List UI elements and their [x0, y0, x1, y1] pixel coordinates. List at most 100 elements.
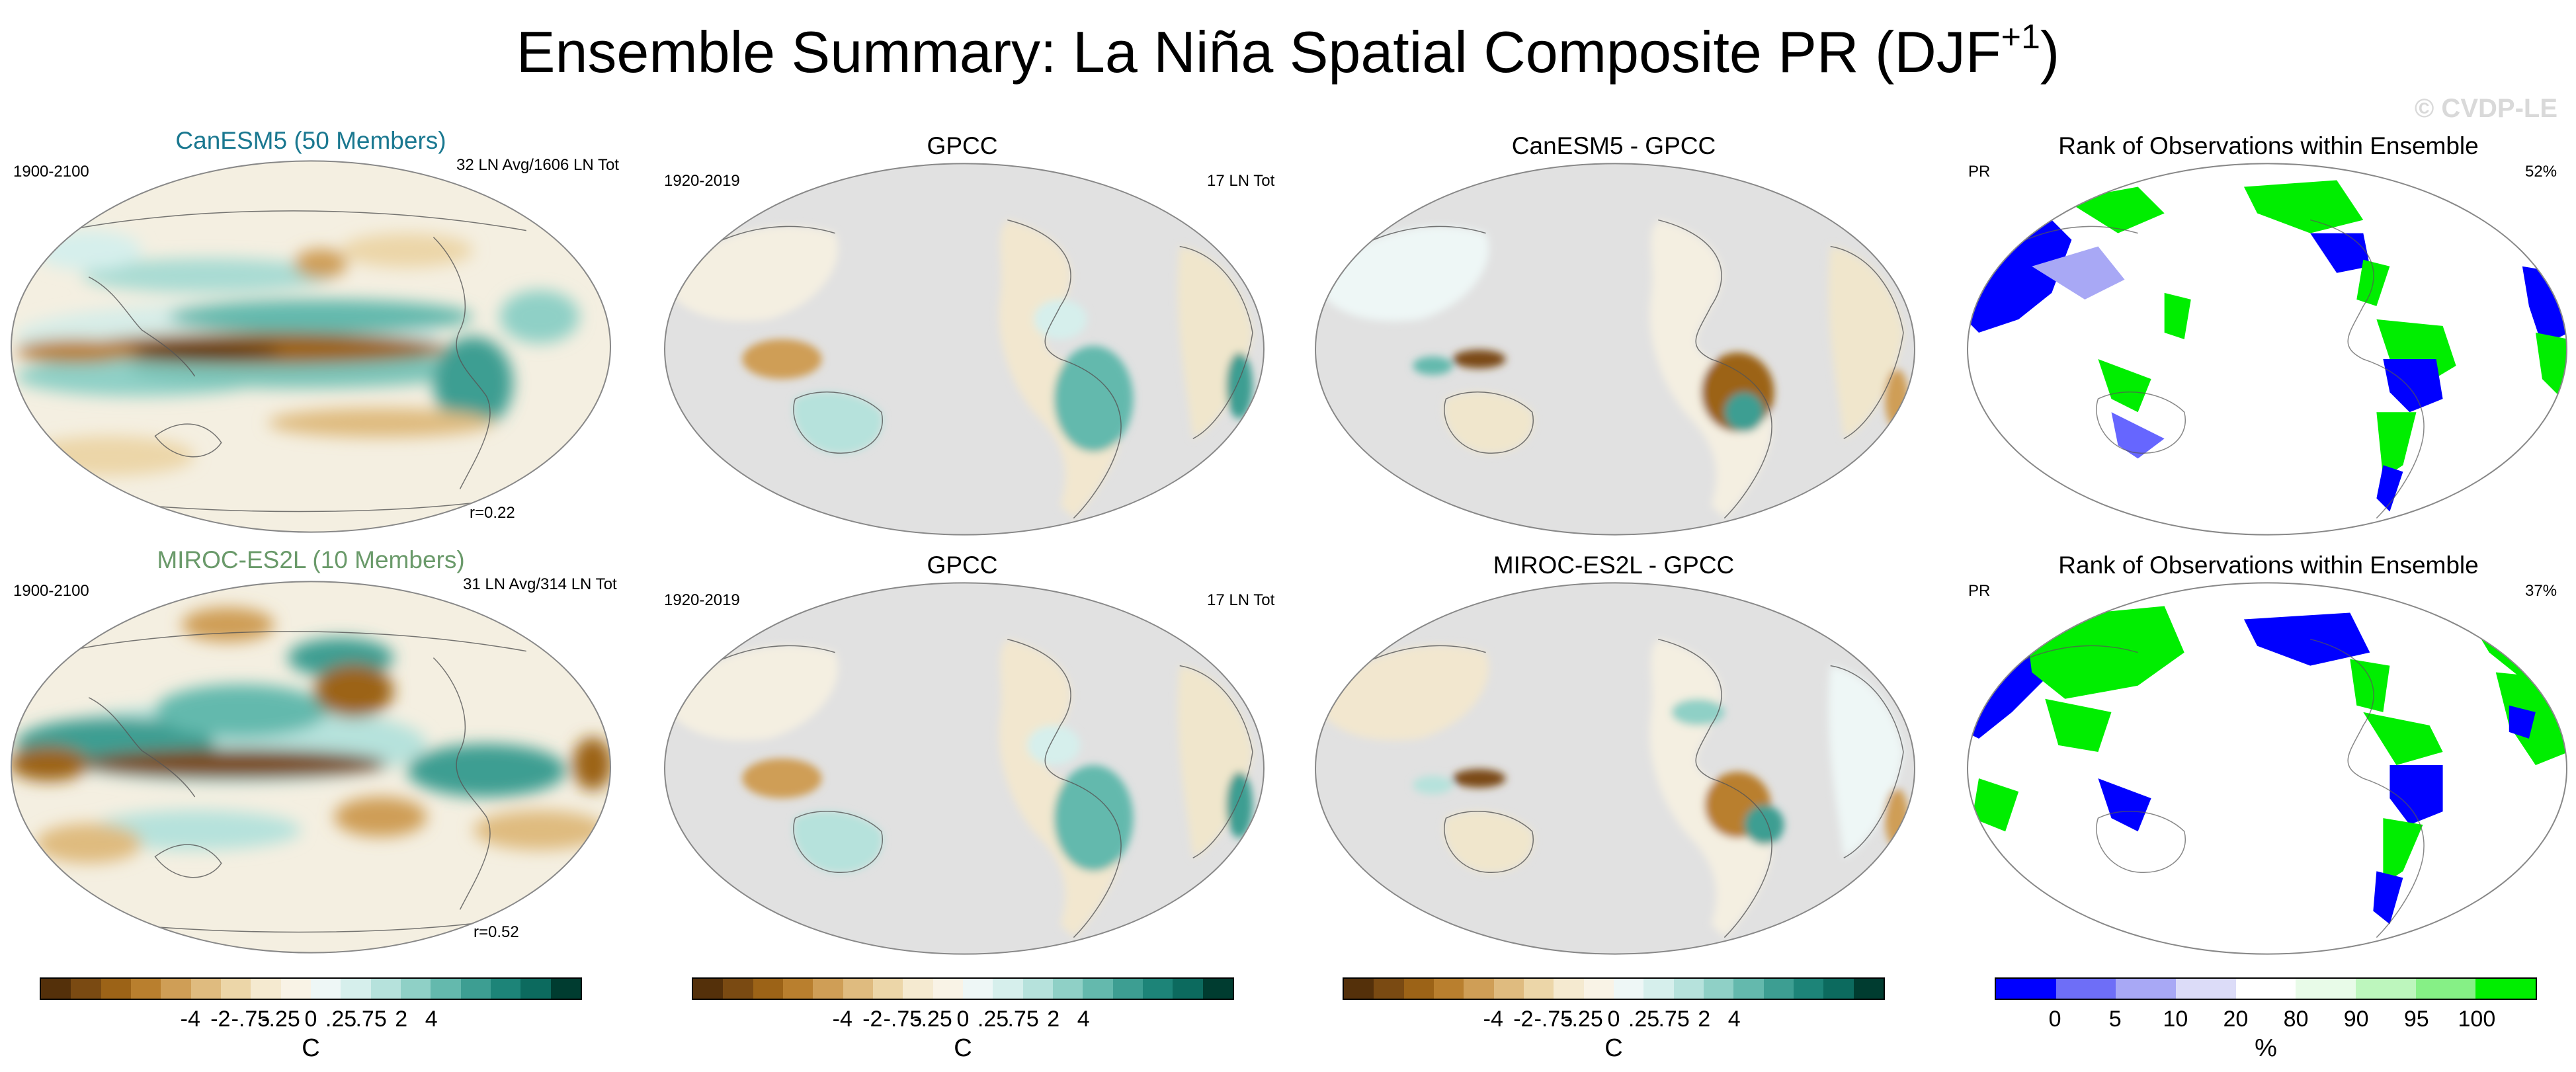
- colorbar-swatch: [1643, 979, 1674, 999]
- colorbar-swatch: [2356, 979, 2416, 999]
- model-correlation: r=0.22: [470, 504, 515, 522]
- colorbar-swatch: [1703, 979, 1734, 999]
- diff-panel-title: MIROC-ES2L - GPCC: [1493, 552, 1735, 579]
- colorbar-swatch: [1173, 979, 1203, 999]
- colorbar-swatch: [520, 979, 551, 999]
- colorbar-swatch: [550, 979, 581, 999]
- colorbar-swatch: [813, 979, 843, 999]
- colorbar-swatch: [490, 979, 521, 999]
- obs-period: 1920-2019: [664, 591, 740, 609]
- colorbar-tick-label: 0: [304, 1007, 317, 1032]
- obs-map: [664, 163, 1265, 536]
- colorbar-swatch: [161, 979, 191, 999]
- colorbar-swatch: [1464, 979, 1494, 999]
- colorbar-swatch: [2116, 979, 2177, 999]
- model-panel-title: MIROC-ES2L (10 Members): [157, 546, 465, 573]
- rank-percent: 37%: [2525, 582, 2557, 600]
- colorbar-swatch: [933, 979, 963, 999]
- colorbar-tick-label: .75: [1658, 1007, 1690, 1032]
- anomaly-colorbar: [692, 977, 1234, 1000]
- colorbar-swatch: [400, 979, 431, 999]
- colorbar-unit: C: [1604, 1034, 1623, 1062]
- colorbar-tick-label: .75: [1007, 1007, 1039, 1032]
- colorbar-tick-label: -2: [210, 1007, 231, 1032]
- figure-title: Ensemble Summary: La Niña Spatial Compos…: [516, 17, 2060, 85]
- diff-map: [1315, 163, 1915, 536]
- colorbar-swatch: [1554, 979, 1584, 999]
- colorbar-unit: C: [954, 1034, 972, 1062]
- colorbar-swatch: [843, 979, 873, 999]
- colorbar-swatch: [1583, 979, 1614, 999]
- colorbar-swatch: [190, 979, 221, 999]
- model-info: 32 LN Avg/1606 LN Tot: [456, 156, 619, 174]
- colorbar-swatch: [101, 979, 131, 999]
- colorbar-swatch: [903, 979, 933, 999]
- colorbar-swatch: [782, 979, 813, 999]
- colorbar-tick-label: 0: [1607, 1007, 1620, 1032]
- obs-panel-title: GPCC: [927, 552, 998, 579]
- colorbar-swatch: [341, 979, 371, 999]
- colorbar-unit: %: [2255, 1034, 2277, 1062]
- colorbar-swatch: [1083, 979, 1113, 999]
- model-period: 1900-2100: [13, 582, 89, 600]
- colorbar-tick-label: 2: [1047, 1007, 1060, 1032]
- colorbar-tick-label: 2: [395, 1007, 408, 1032]
- colorbar-swatch: [2056, 979, 2116, 999]
- model-period: 1900-2100: [13, 163, 89, 181]
- obs-map: [664, 582, 1265, 955]
- rank-variable: PR: [1968, 163, 1991, 181]
- colorbar-tick-label: 4: [425, 1007, 438, 1032]
- colorbar-tick-label: -2: [862, 1007, 883, 1032]
- colorbar-tick-label: -.75: [883, 1007, 923, 1032]
- colorbar-tick-label: .25: [325, 1007, 357, 1032]
- colorbar-tick-label: -.75: [231, 1007, 270, 1032]
- rank-map: [1967, 582, 2567, 955]
- colorbar-tick-label: 95: [2403, 1007, 2429, 1032]
- colorbar-swatch: [723, 979, 753, 999]
- colorbar-tick-label: 4: [1727, 1007, 1741, 1032]
- colorbar-swatch: [1022, 979, 1053, 999]
- colorbar-tick-label: 0: [956, 1007, 970, 1032]
- watermark: © CVDP-LE: [2414, 94, 2557, 123]
- colorbar-swatch: [2176, 979, 2236, 999]
- obs-period: 1920-2019: [664, 172, 740, 190]
- rank-map: [1967, 163, 2567, 536]
- colorbar-swatch: [1523, 979, 1554, 999]
- colorbar-swatch: [753, 979, 783, 999]
- colorbar-swatch: [460, 979, 491, 999]
- colorbar-swatch: [310, 979, 341, 999]
- colorbar-swatch: [1996, 979, 2056, 999]
- colorbar-swatch: [2235, 979, 2296, 999]
- colorbar-swatch: [280, 979, 311, 999]
- model-correlation: r=0.52: [474, 923, 519, 941]
- model-map: [11, 581, 611, 954]
- colorbar-swatch: [71, 979, 101, 999]
- colorbar-swatch: [1493, 979, 1524, 999]
- obs-panel-title: GPCC: [927, 132, 998, 159]
- obs-info: 17 LN Tot: [1207, 172, 1275, 190]
- colorbar-swatch: [251, 979, 281, 999]
- colorbar-tick-label: 20: [2223, 1007, 2249, 1032]
- colorbar-tick-label: .25: [977, 1007, 1009, 1032]
- colorbar-swatch: [1793, 979, 1824, 999]
- colorbar-swatch: [1142, 979, 1173, 999]
- colorbar-swatch: [1733, 979, 1764, 999]
- rank-colorbar: [1995, 977, 2537, 1000]
- colorbar-swatch: [2296, 979, 2356, 999]
- colorbar-tick-label: 4: [1077, 1007, 1090, 1032]
- colorbar-tick-label: 80: [2283, 1007, 2309, 1032]
- colorbar-tick-label: -4: [1483, 1007, 1503, 1032]
- colorbar-tick-label: -.25: [261, 1007, 300, 1032]
- colorbar-tick-label: 0: [2048, 1007, 2061, 1032]
- colorbar-swatch: [1673, 979, 1704, 999]
- colorbar-tick-label: -.75: [1534, 1007, 1573, 1032]
- colorbar-tick-label: -2: [1513, 1007, 1534, 1032]
- colorbar-swatch: [370, 979, 401, 999]
- colorbar-tick-label: -4: [832, 1007, 852, 1032]
- model-panel-title: CanESM5 (50 Members): [175, 127, 446, 154]
- colorbar-tick-label: 90: [2343, 1007, 2369, 1032]
- colorbar-swatch: [962, 979, 993, 999]
- colorbar-swatch: [41, 979, 71, 999]
- colorbar-swatch: [1823, 979, 1854, 999]
- obs-info: 17 LN Tot: [1207, 591, 1275, 609]
